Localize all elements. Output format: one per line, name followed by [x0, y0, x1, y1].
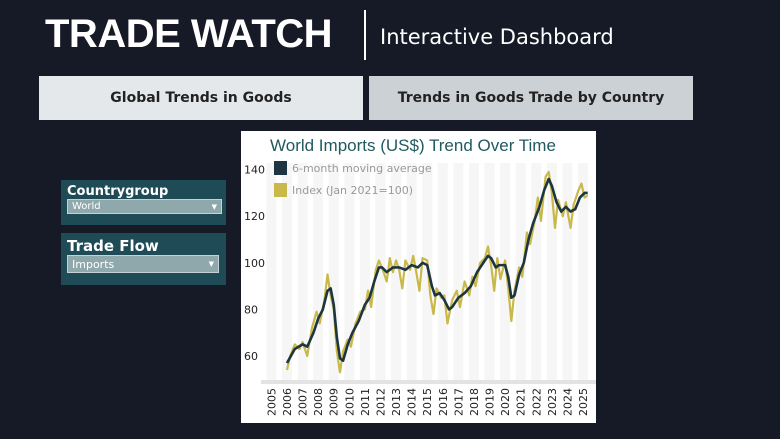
header-divider — [364, 10, 366, 60]
trade-flow-value: Imports — [72, 257, 115, 271]
x-tick-label: 2019 — [484, 388, 497, 416]
grid-band — [266, 163, 277, 381]
chart-container: World Imports (US$) Trend Over Time 2005… — [241, 131, 596, 423]
x-tick-label: 2011 — [359, 388, 372, 416]
x-tick-label: 2016 — [437, 388, 450, 416]
trade-flow-label: Trade Flow — [67, 237, 159, 255]
grid-band — [391, 163, 402, 381]
y-tick-label: 60 — [244, 350, 258, 363]
grid-band — [531, 163, 542, 381]
grid-band — [406, 163, 417, 381]
tab-global-trends[interactable]: Global Trends in Goods — [39, 76, 363, 120]
legend-swatch-ma — [274, 161, 287, 175]
x-tick-label: 2010 — [343, 388, 356, 416]
grid-band — [562, 163, 573, 381]
countrygroup-label: Countrygroup — [67, 184, 169, 199]
x-tick-label: 2009 — [328, 388, 341, 416]
x-tick-label: 2020 — [499, 388, 512, 416]
x-tick-label: 2013 — [390, 388, 403, 416]
grid-band — [453, 163, 464, 381]
x-tick-label: 2012 — [374, 388, 387, 416]
grid-band — [437, 163, 448, 381]
y-tick-label: 100 — [244, 257, 265, 270]
app-subtitle: Interactive Dashboard — [380, 25, 614, 49]
chevron-down-icon: ▼ — [211, 202, 217, 211]
tab-trends-by-country[interactable]: Trends in Goods Trade by Country — [369, 76, 693, 120]
grid-band — [359, 163, 370, 381]
x-tick-label: 2007 — [297, 388, 310, 416]
grid-band — [578, 163, 589, 381]
x-tick-label: 2023 — [546, 388, 559, 416]
x-tick-label: 2014 — [406, 388, 419, 416]
countrygroup-select[interactable]: World ▼ — [67, 199, 222, 214]
grid-band — [546, 163, 557, 381]
grid-band — [468, 163, 479, 381]
legend-label-ma: 6-month moving average — [292, 162, 432, 175]
x-tick-label: 2022 — [530, 388, 543, 416]
grid-band — [484, 163, 495, 381]
grid-band — [375, 163, 386, 381]
grid-band — [313, 163, 324, 381]
chevron-down-icon: ▼ — [208, 260, 214, 268]
trade-flow-select[interactable]: Imports ▼ — [67, 255, 219, 273]
y-tick-label: 80 — [244, 303, 258, 316]
legend-label-index: Index (Jan 2021=100) — [292, 184, 413, 197]
app-title: TRADE WATCH — [45, 12, 333, 56]
grid-band — [297, 163, 308, 381]
x-tick-label: 2005 — [265, 388, 278, 416]
x-tick-label: 2006 — [281, 388, 294, 416]
x-axis-line — [261, 380, 596, 384]
grid-band — [328, 163, 339, 381]
grid-band — [282, 163, 292, 381]
grid-band — [500, 163, 511, 381]
x-tick-label: 2015 — [421, 388, 434, 416]
grid-band — [344, 163, 355, 381]
chart-title: World Imports (US$) Trend Over Time — [270, 136, 556, 155]
y-tick-label: 120 — [244, 210, 265, 223]
x-tick-label: 2025 — [577, 388, 590, 416]
x-tick-label: 2017 — [452, 388, 465, 416]
legend-swatch-index — [274, 183, 287, 197]
x-tick-label: 2024 — [561, 388, 574, 416]
countrygroup-value: World — [72, 201, 101, 212]
x-tick-label: 2018 — [468, 388, 481, 416]
trend-chart: World Imports (US$) Trend Over Time 2005… — [244, 136, 596, 416]
moving-average-line — [285, 177, 588, 364]
x-tick-label: 2008 — [312, 388, 325, 416]
countrygroup-filter: Countrygroup World ▼ — [61, 180, 226, 225]
x-tick-label: 2021 — [515, 388, 528, 416]
y-tick-label: 140 — [244, 164, 265, 177]
trade-flow-filter: Trade Flow Imports ▼ — [61, 233, 226, 285]
